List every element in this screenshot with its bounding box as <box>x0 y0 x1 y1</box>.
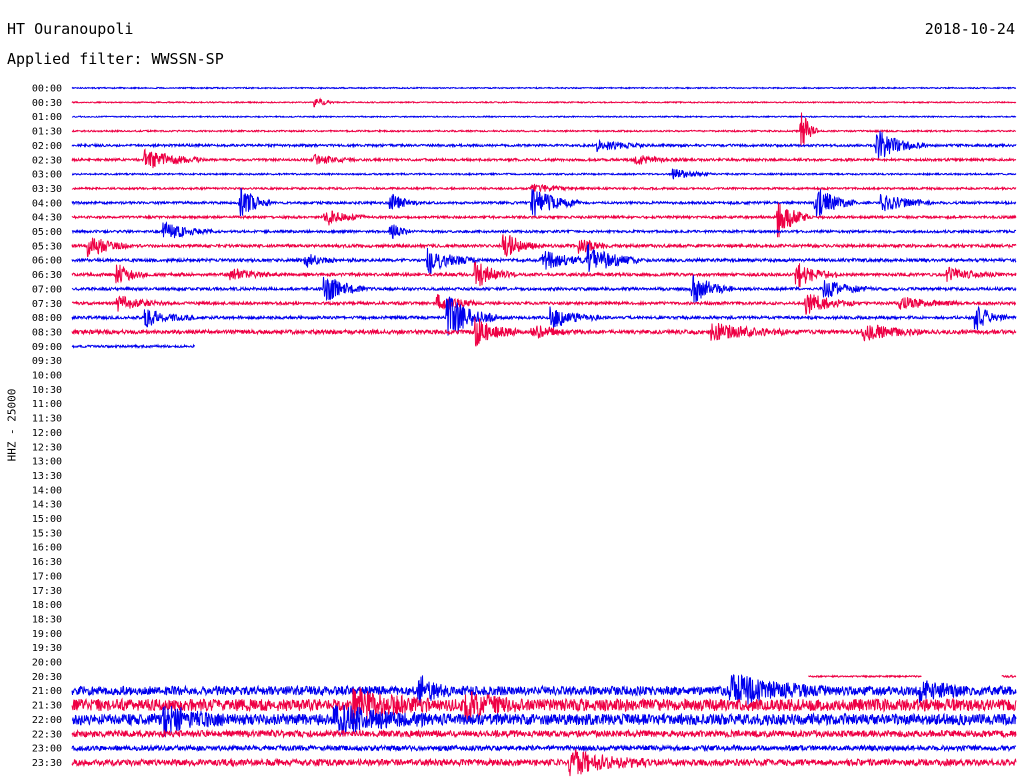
trace-03-30 <box>71 183 1017 194</box>
time-tick-20-00: 20:00 <box>32 658 62 669</box>
time-tick-00-30: 00:30 <box>32 98 62 109</box>
time-tick-07-30: 07:30 <box>32 299 62 310</box>
time-tick-01-30: 01:30 <box>32 127 62 138</box>
time-tick-06-30: 06:30 <box>32 270 62 281</box>
time-tick-18-00: 18:00 <box>32 600 62 611</box>
trace-00-30 <box>71 97 1017 108</box>
time-tick-19-30: 19:30 <box>32 643 62 654</box>
time-tick-03-30: 03:30 <box>32 184 62 195</box>
trace-08-30 <box>71 317 1017 347</box>
time-tick-14-00: 14:00 <box>32 485 62 496</box>
time-tick-22-00: 22:00 <box>32 715 62 726</box>
trace-06-30 <box>71 261 1017 288</box>
time-tick-21-00: 21:00 <box>32 686 62 697</box>
time-tick-02-30: 02:30 <box>32 155 62 166</box>
time-tick-17-30: 17:30 <box>32 586 62 597</box>
time-tick-08-00: 08:00 <box>32 313 62 324</box>
time-tick-20-30: 20:30 <box>32 672 62 683</box>
trace-01-30 <box>71 112 1017 147</box>
trace-07-00 <box>71 274 1017 303</box>
time-tick-05-00: 05:00 <box>32 227 62 238</box>
time-tick-15-30: 15:30 <box>32 528 62 539</box>
trace-05-30 <box>71 234 1017 258</box>
time-tick-11-00: 11:00 <box>32 399 62 410</box>
time-tick-13-00: 13:00 <box>32 457 62 468</box>
time-tick-16-30: 16:30 <box>32 557 62 568</box>
trace-04-30 <box>71 202 1017 238</box>
time-tick-02-00: 02:00 <box>32 141 62 152</box>
time-tick-labels: 00:00 00:30 01:00 01:30 02:00 02:30 03:00 03:30… <box>32 84 62 769</box>
time-tick-21-30: 21:30 <box>32 701 62 712</box>
time-tick-06-00: 06:00 <box>32 256 62 267</box>
trace-06-00 <box>71 243 1017 275</box>
trace-01-00 <box>71 114 1017 119</box>
trace-23-30 <box>71 748 1017 777</box>
time-tick-09-30: 09:30 <box>32 356 62 367</box>
time-tick-12-00: 12:00 <box>32 428 62 439</box>
trace-00-00 <box>71 86 1017 90</box>
trace-20-30 <box>808 674 922 679</box>
trace-22-00 <box>71 704 1017 737</box>
time-tick-16-00: 16:00 <box>32 543 62 554</box>
trace-09-00 <box>71 343 195 350</box>
time-tick-04-30: 04:30 <box>32 213 62 224</box>
time-tick-00-00: 00:00 <box>32 84 62 95</box>
time-tick-07-00: 07:00 <box>32 284 62 295</box>
trace-20-30b <box>1001 674 1017 679</box>
time-tick-17-00: 17:00 <box>32 571 62 582</box>
time-tick-23-30: 23:30 <box>32 758 62 769</box>
time-tick-03-00: 03:00 <box>32 170 62 181</box>
time-tick-18-30: 18:30 <box>32 614 62 625</box>
time-tick-10-00: 10:00 <box>32 371 62 382</box>
time-tick-05-30: 05:30 <box>32 241 62 252</box>
time-tick-04-00: 04:00 <box>32 198 62 209</box>
time-tick-09-00: 09:00 <box>32 342 62 353</box>
time-tick-19-00: 19:00 <box>32 629 62 640</box>
trace-21-30 <box>71 687 1017 724</box>
seismic-traces <box>71 86 1017 777</box>
trace-22-30 <box>71 728 1017 739</box>
time-tick-08-30: 08:30 <box>32 327 62 338</box>
trace-07-30 <box>71 293 1017 315</box>
trace-02-00 <box>71 130 1017 160</box>
date-label: 2018-10-24 <box>924 20 1015 38</box>
time-tick-14-30: 14:30 <box>32 500 62 511</box>
station-title: HT Ouranoupoli <box>7 20 134 38</box>
time-tick-11-30: 11:30 <box>32 414 62 425</box>
filter-label: Applied filter: WWSSN-SP <box>7 50 224 68</box>
trace-23-00 <box>71 743 1017 753</box>
time-tick-13-30: 13:30 <box>32 471 62 482</box>
trace-21-00 <box>71 673 1017 705</box>
trace-08-00 <box>71 296 1017 336</box>
trace-04-00 <box>71 187 1017 218</box>
time-tick-15-00: 15:00 <box>32 514 62 525</box>
trace-02-30 <box>71 148 1017 169</box>
time-tick-01-00: 01:00 <box>32 112 62 123</box>
time-tick-10-30: 10:30 <box>32 385 62 396</box>
time-tick-22-30: 22:30 <box>32 729 62 740</box>
trace-05-00 <box>71 221 1017 240</box>
time-tick-12-30: 12:30 <box>32 442 62 453</box>
time-tick-23-00: 23:00 <box>32 744 62 755</box>
trace-03-00 <box>71 168 1017 180</box>
